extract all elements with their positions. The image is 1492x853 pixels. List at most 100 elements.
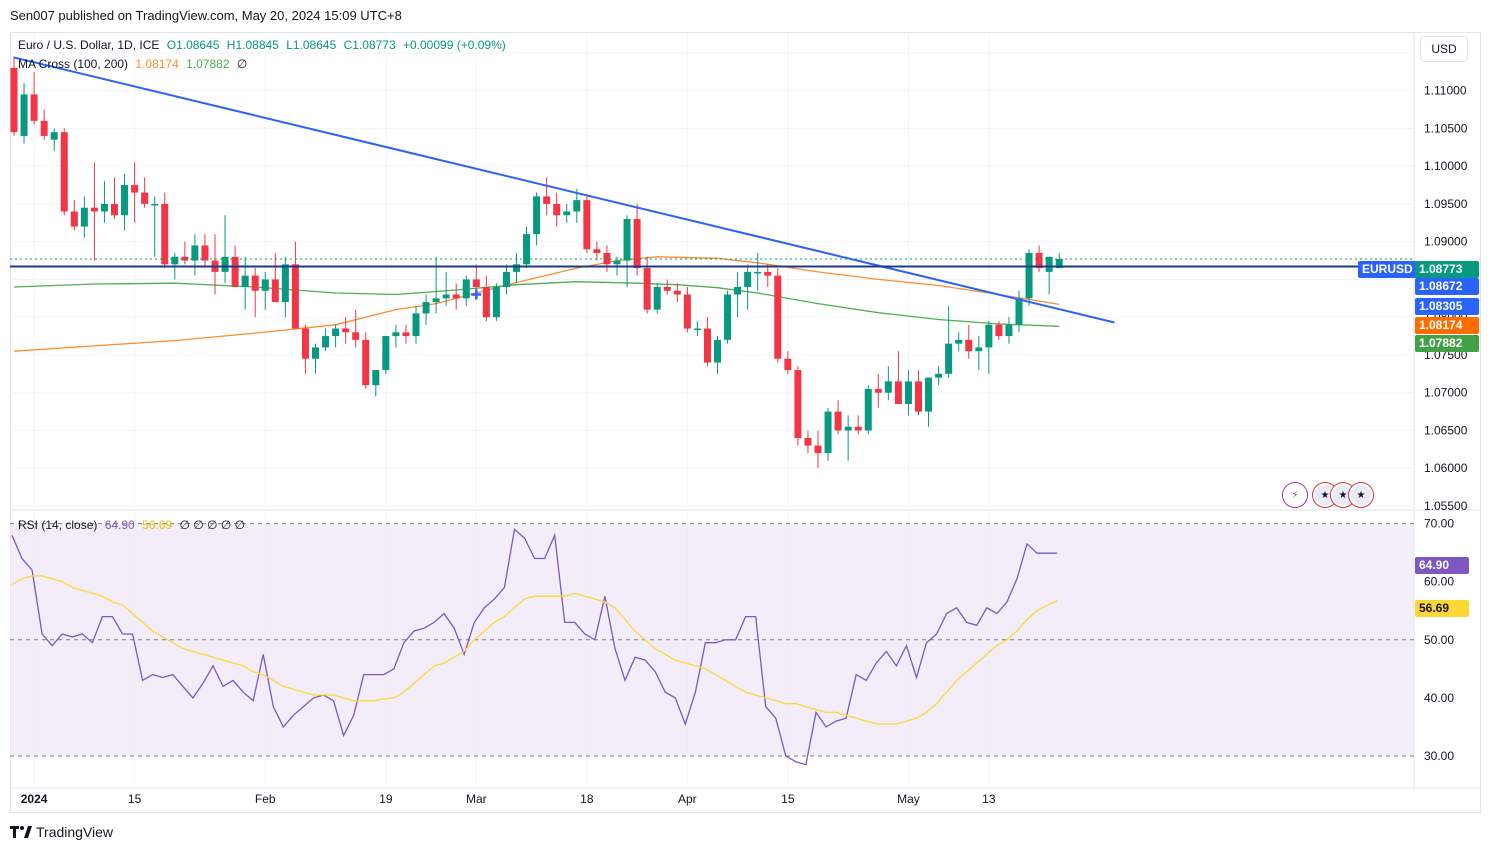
candle-down — [271, 279, 279, 303]
candle-up — [744, 271, 752, 287]
ohlc-low: L1.08645 — [286, 38, 337, 52]
ma200-value: 1.07882 — [186, 57, 230, 71]
rsi-legend[interactable]: RSI (14, close) 64.90 56.69 ∅ ∅ ∅ ∅ ∅ — [18, 518, 249, 532]
ma-legend[interactable]: MA Cross (100, 200) 1.08174 1.07882 ∅ — [18, 57, 251, 71]
candle-up — [312, 347, 319, 359]
candle-up — [100, 203, 108, 212]
time-tick-label: Mar — [466, 792, 487, 806]
candle-up — [261, 279, 269, 291]
time-tick-label: Apr — [678, 792, 697, 806]
last-price-tag: 1.08773 — [1415, 261, 1479, 278]
candle-down — [663, 286, 671, 291]
candle-up — [281, 264, 289, 303]
candle-up — [121, 185, 129, 216]
candle-down — [633, 219, 641, 269]
candle-up — [693, 328, 701, 331]
ma200-line — [13, 281, 1060, 327]
candle-up — [1015, 298, 1023, 325]
time-tick-label: 2024 — [21, 792, 48, 806]
candle-up — [724, 294, 732, 340]
ohlc-open: O1.08645 — [166, 38, 220, 52]
us-flag-icon-3[interactable]: ★ — [1349, 483, 1373, 507]
candle-down — [1035, 253, 1043, 269]
candle-down — [643, 268, 651, 310]
main-legend[interactable]: Euro / U.S. Dollar, 1D, ICE O1.08645 H1.… — [18, 38, 510, 52]
candle-down — [774, 275, 782, 359]
candle-down — [70, 211, 78, 227]
candle-up — [191, 245, 199, 261]
line-layer — [10, 56, 1414, 324]
candle-down — [10, 67, 18, 133]
candle-up — [332, 328, 340, 337]
rsi-ma-line — [11, 575, 1058, 725]
candle-down — [472, 279, 480, 287]
price-tick-label: 1.06000 — [1424, 461, 1468, 475]
candle-down — [141, 192, 149, 204]
candle-up — [221, 256, 229, 272]
chart-frame — [10, 32, 1481, 813]
candle-down — [181, 256, 189, 261]
candle-down — [834, 411, 842, 431]
candle-up — [754, 271, 762, 274]
candle-down — [251, 275, 259, 291]
ma100-line — [13, 256, 1060, 352]
candle-up — [1005, 324, 1013, 337]
candle-up — [20, 94, 28, 136]
symbol-tag: EURUSD — [1358, 261, 1417, 278]
candle-down — [30, 94, 38, 121]
candle-down — [683, 294, 691, 329]
candle-down — [362, 339, 370, 386]
candle-down — [703, 328, 711, 363]
crosshair-marker-icon — [471, 289, 482, 300]
brand-name: TradingView — [36, 824, 114, 840]
time-tick-label: 15 — [128, 792, 142, 806]
candle-up — [372, 370, 380, 386]
price-tick-label: 1.06500 — [1424, 423, 1468, 437]
candle-up — [714, 339, 721, 363]
candle-up — [412, 313, 420, 337]
candle-up — [492, 286, 500, 318]
time-tick-label: 18 — [580, 792, 594, 806]
candle-down — [231, 256, 239, 287]
candle-up — [844, 426, 852, 431]
candle-down — [804, 438, 812, 446]
candle-up — [925, 377, 933, 412]
candle-up — [623, 219, 631, 261]
candle-down — [402, 332, 410, 337]
candle-up — [1045, 256, 1053, 272]
candle-down — [553, 203, 561, 216]
candle-up — [955, 339, 963, 344]
currency-button[interactable]: USD — [1420, 36, 1468, 62]
candle-up — [432, 298, 440, 303]
time-tick-label: 13 — [982, 792, 996, 806]
event-flags[interactable]: ⚡ ★ ★ ★ — [1283, 483, 1373, 507]
candle-up — [613, 260, 621, 265]
time-tick-label: 19 — [379, 792, 393, 806]
tradingview-logo[interactable]: TradingView — [10, 824, 113, 840]
candle-up — [523, 234, 531, 265]
ma100-value: 1.08174 — [135, 57, 179, 71]
candle-up — [573, 200, 581, 212]
candle-up — [935, 373, 943, 378]
time-tick-label: Feb — [255, 792, 276, 806]
published-header: Sen007 published on TradingView.com, May… — [10, 8, 402, 23]
candle-down — [915, 381, 922, 412]
rsi-tick-label: 40.00 — [1424, 691, 1454, 705]
rsi-band-lines — [10, 523, 1414, 757]
candle-down — [352, 332, 360, 340]
candle-down — [111, 203, 118, 216]
rsi-tick-label: 70.00 — [1424, 517, 1454, 531]
lightning-icon[interactable]: ⚡ — [1283, 483, 1307, 507]
candle-up — [653, 286, 661, 310]
price-tick-label: 1.05500 — [1424, 499, 1468, 513]
time-tick-label: 15 — [781, 792, 795, 806]
candle-up — [734, 286, 742, 295]
candle-down — [482, 286, 490, 318]
rsi-tick-label: 50.00 — [1424, 633, 1454, 647]
symbol-title: Euro / U.S. Dollar, 1D, ICE — [18, 38, 160, 52]
candle-down — [543, 196, 551, 204]
rsi-tick-label: 30.00 — [1424, 749, 1454, 763]
candle-up — [50, 132, 58, 140]
candle-up — [904, 381, 912, 405]
